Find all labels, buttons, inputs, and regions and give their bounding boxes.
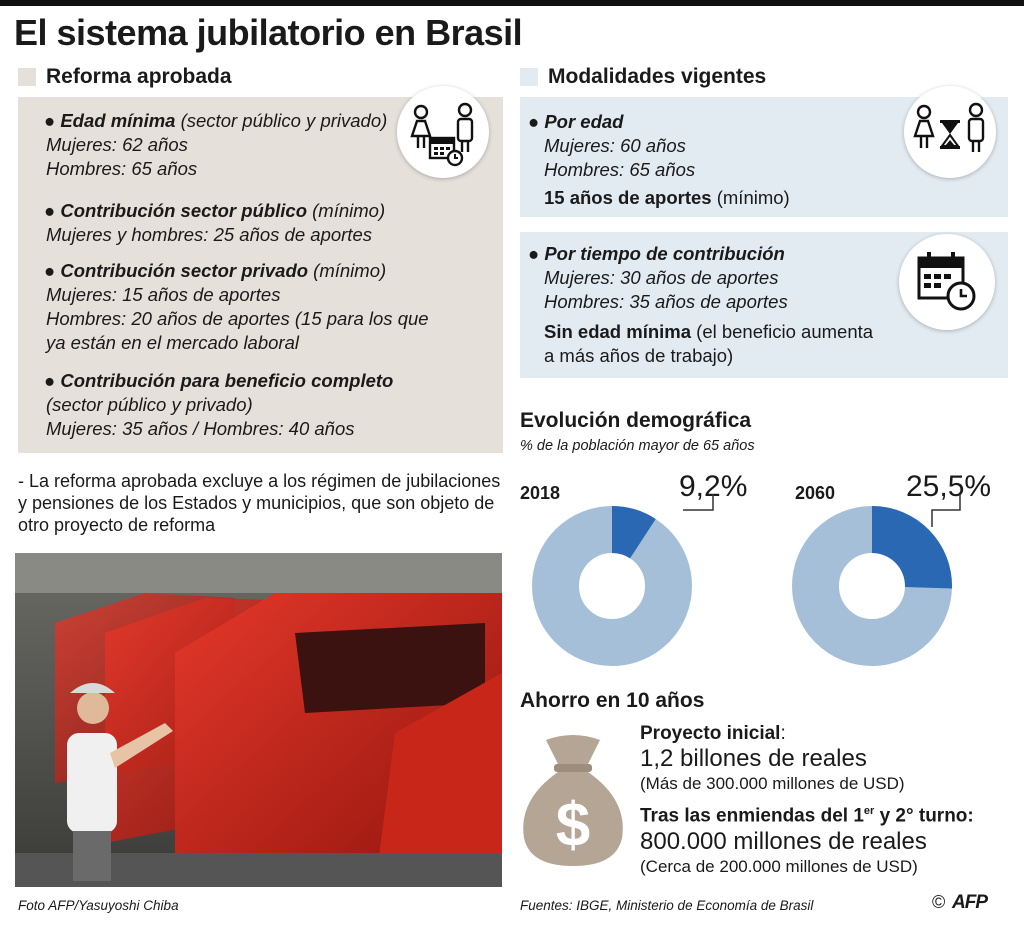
edad-minima-item: ● Edad mínima (sector público y privado)…	[44, 109, 387, 181]
page-title: El sistema jubilatorio en Brasil	[14, 12, 523, 53]
item-title: Contribución para beneficio completo	[60, 370, 394, 391]
item-line: Mujeres: 15 años de aportes	[46, 284, 281, 305]
item-qualifier: (mínimo)	[307, 200, 386, 221]
item-qualifier: (sector público y privado)	[175, 110, 388, 131]
people-hourglass-icon	[904, 86, 996, 178]
sin-edad-bold: Sin edad mínima	[544, 321, 692, 342]
item-title: Por tiempo de contribución	[544, 243, 785, 264]
item-qualifier: (mínimo)	[308, 260, 387, 281]
item-line: (sector público y privado)	[46, 394, 253, 415]
ahorro-title: Ahorro en 10 años	[520, 689, 705, 712]
modalidades-heading: Modalidades vigentes	[520, 65, 766, 89]
heading-square	[18, 68, 36, 86]
bullet-icon: ●	[44, 260, 56, 281]
tras-enmiendas-note: (Cerca de 200.000 millones de USD)	[640, 857, 918, 876]
item-title: Contribución sector público	[60, 200, 307, 221]
svg-text:$: $	[556, 791, 590, 860]
demografia-donut-charts	[532, 494, 961, 666]
top-bar	[0, 0, 1024, 6]
reforma-heading: Reforma aprobada	[18, 65, 232, 89]
heading-square	[520, 68, 538, 86]
factory-photo	[15, 553, 502, 887]
tras-enmiendas-value: 800.000 millones de reales	[640, 828, 927, 855]
bullet-icon: ●	[44, 200, 56, 221]
reforma-heading-text: Reforma aprobada	[46, 65, 232, 88]
donut-slice-2018	[612, 506, 656, 559]
year-label-2060: 2060	[795, 483, 836, 503]
item-title: Edad mínima	[60, 110, 176, 131]
item-title: Por edad	[544, 111, 624, 132]
donut-slice-2060	[872, 506, 952, 589]
item-line: Hombres: 65 años	[544, 159, 696, 180]
money-bag-icon: $	[518, 730, 628, 875]
demografia-subtitle: % de la población mayor de 65 años	[520, 438, 755, 454]
afp-logo: AFP	[952, 892, 988, 913]
proyecto-inicial-label: Proyecto inicial:	[640, 723, 786, 745]
item-line: Mujeres: 60 años	[544, 135, 686, 156]
bullet-icon: ●	[44, 110, 56, 131]
proyecto-inicial-colon: :	[780, 723, 786, 744]
photo-credit: Foto AFP/Yasuyoshi Chiba	[18, 898, 179, 913]
proyecto-inicial-note: (Más de 300.000 millones de USD)	[640, 774, 905, 793]
tras-label-b: y 2° turno:	[874, 805, 974, 827]
proyecto-inicial-value: 1,2 billones de reales	[640, 745, 867, 772]
item-line: Hombres: 35 años de aportes	[544, 291, 788, 312]
por-tiempo-item: ● Por tiempo de contribución Mujeres: 30…	[528, 242, 873, 368]
sources: Fuentes: IBGE, Ministerio de Economía de…	[520, 898, 814, 913]
leader-line-2060	[931, 494, 961, 527]
aportes-minimo-bold: 15 años de aportes	[544, 187, 712, 208]
item-line: Mujeres: 35 años / Hombres: 40 años	[46, 418, 355, 439]
tras-sup: er	[863, 805, 875, 817]
modalidades-heading-text: Modalidades vigentes	[548, 65, 767, 88]
people-calendar-icon	[397, 86, 489, 178]
item-line: Hombres: 65 años	[46, 158, 198, 179]
bullet-icon: ●	[528, 243, 540, 264]
item-line: Mujeres y hombres: 25 años de aportes	[46, 224, 372, 245]
pct-label-2060: 25,5%	[906, 470, 992, 503]
item-line: Mujeres: 30 años de aportes	[544, 267, 779, 288]
copyright-symbol: ©	[932, 892, 946, 912]
calendar-clock-icon	[899, 234, 995, 330]
bullet-icon: ●	[44, 370, 56, 391]
demografia-title: Evolución demográfica	[520, 409, 752, 432]
item-title: Contribución sector privado	[60, 260, 309, 281]
tras-label-a: Tras las enmiendas del 1	[640, 805, 864, 827]
tras-enmiendas-label: Tras las enmiendas del 1er y 2° turno:	[640, 805, 974, 827]
sin-edad-line2: a más años de trabajo)	[544, 345, 734, 366]
year-label-2018: 2018	[520, 483, 561, 503]
por-edad-item: ● Por edad Mujeres: 60 años Hombres: 65 …	[528, 110, 790, 210]
item-line: Mujeres: 62 años	[46, 134, 188, 155]
leader-line-2018	[683, 494, 714, 511]
beneficio-completo-item: ● Contribución para beneficio completo (…	[44, 369, 393, 441]
sin-edad-rest: (el beneficio aumenta	[691, 321, 874, 342]
aportes-minimo-rest: (mínimo)	[711, 187, 790, 208]
contrib-publico-item: ● Contribución sector público (mínimo) M…	[44, 199, 385, 247]
proyecto-inicial-text: Proyecto inicial	[640, 723, 781, 744]
item-line: Hombres: 20 años de aportes (15 para los…	[46, 308, 429, 329]
reforma-note: - La reforma aprobada excluye a los régi…	[18, 471, 501, 535]
bullet-icon: ●	[528, 111, 540, 132]
contrib-privado-item: ● Contribución sector privado (mínimo) M…	[44, 259, 429, 355]
item-line: ya están en el mercado laboral	[46, 332, 299, 353]
